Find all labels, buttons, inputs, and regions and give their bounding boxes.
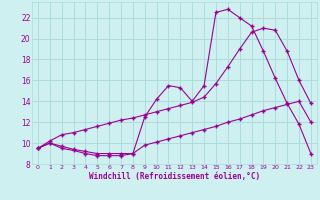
X-axis label: Windchill (Refroidissement éolien,°C): Windchill (Refroidissement éolien,°C) [89,172,260,181]
